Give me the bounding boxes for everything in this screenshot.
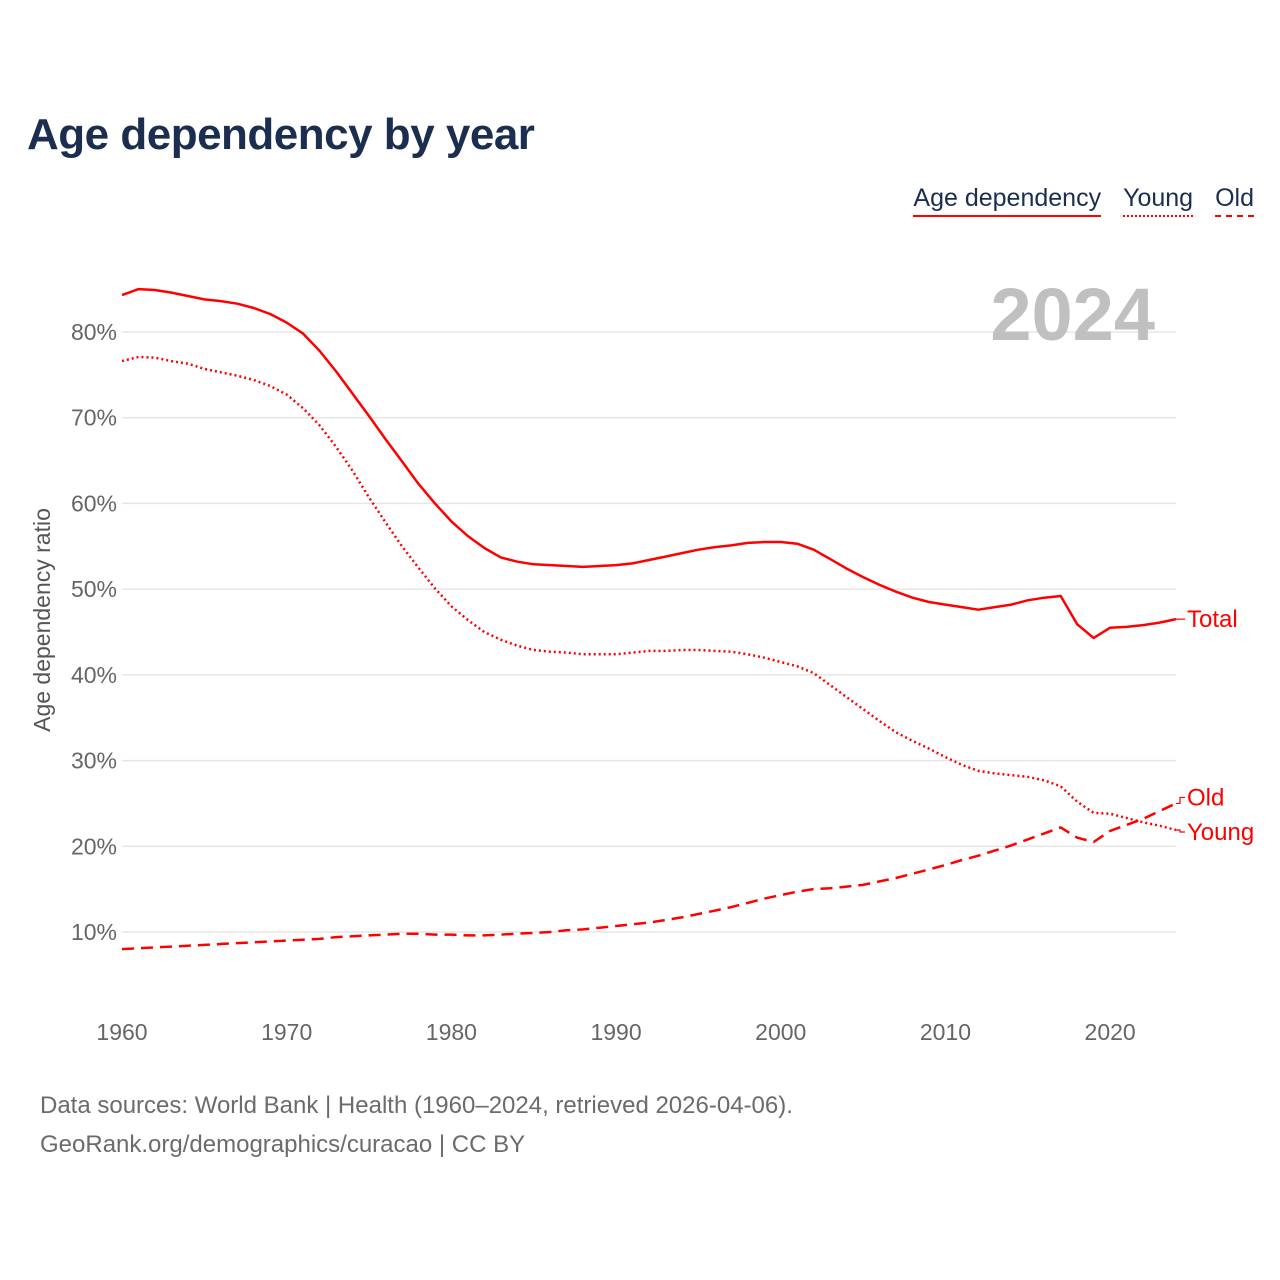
legend-swatch-dotted: [1123, 215, 1194, 217]
x-tick-label: 1990: [590, 1019, 641, 1045]
year-watermark: 2024: [990, 273, 1155, 356]
legend-label: Old: [1215, 184, 1254, 212]
end-label-total: Total: [1187, 606, 1238, 633]
x-tick-label: 1960: [96, 1019, 147, 1045]
series-line-total: [121, 287, 1177, 640]
end-label-connector: [1176, 829, 1185, 833]
legend-label: Young: [1123, 184, 1194, 212]
x-tick-label: 2020: [1085, 1019, 1136, 1045]
footer: Data sources: World Bank | Health (1960–…: [40, 1086, 793, 1164]
y-axis-label: Age dependency ratio: [29, 508, 55, 732]
end-label-young: Young: [1187, 819, 1254, 846]
x-tick-label: 1980: [426, 1019, 477, 1045]
y-tick-label: 20%: [71, 833, 117, 859]
legend-item-young[interactable]: Young: [1123, 184, 1194, 217]
legend-swatch-solid: [913, 215, 1102, 217]
x-tick-label: 2010: [920, 1019, 971, 1045]
x-tick-label: 2000: [755, 1019, 806, 1045]
x-tick-label: 1970: [261, 1019, 312, 1045]
chart-title: Age dependency by year: [27, 110, 535, 159]
y-tick-label: 80%: [71, 319, 117, 345]
y-tick-label: 60%: [71, 490, 117, 516]
legend: Age dependency Young Old: [913, 184, 1254, 217]
legend-item-age-dependency[interactable]: Age dependency: [913, 184, 1102, 217]
end-label-connector: [1176, 796, 1185, 805]
y-tick-label: 50%: [71, 576, 117, 602]
data-source-note: Data sources: World Bank | Health (1960–…: [40, 1092, 793, 1119]
series-line-old: [121, 802, 1177, 951]
y-tick-label: 10%: [71, 919, 117, 945]
legend-label: Age dependency: [913, 184, 1102, 212]
y-tick-label: 70%: [71, 405, 117, 431]
end-label-old: Old: [1187, 784, 1224, 811]
attribution-link[interactable]: GeoRank.org/demographics/curacao | CC BY: [40, 1131, 526, 1158]
series-line-young: [121, 355, 1177, 832]
y-tick-label: 40%: [71, 662, 117, 688]
y-tick-label: 30%: [71, 748, 117, 774]
legend-item-old[interactable]: Old: [1215, 184, 1254, 217]
legend-swatch-dashed: [1215, 215, 1254, 217]
